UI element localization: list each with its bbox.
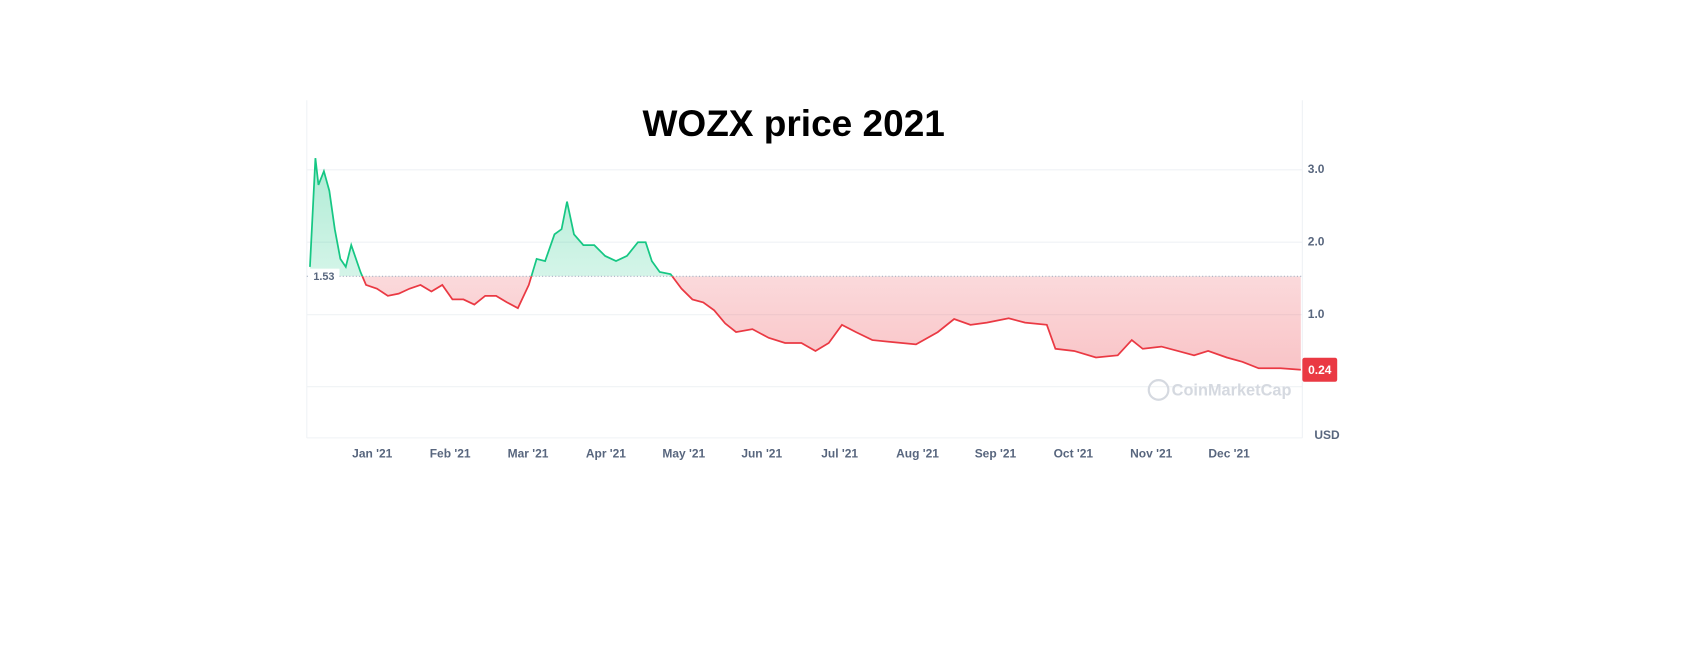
x-tick-label: Oct '21 xyxy=(1054,446,1094,460)
watermark: CoinMarketCap xyxy=(1172,381,1292,399)
x-tick-label: Apr '21 xyxy=(586,446,626,460)
x-tick-label: Nov '21 xyxy=(1130,446,1172,460)
y-tick-label: 1.0 xyxy=(1308,307,1325,321)
y-tick-label: 3.0 xyxy=(1308,162,1325,176)
last-price-bg xyxy=(1302,357,1338,382)
baseline-label: 1.53 xyxy=(313,271,334,283)
x-tick-label: Mar '21 xyxy=(508,446,549,460)
x-tick-label: Feb '21 xyxy=(430,446,471,460)
x-tick-label: Sep '21 xyxy=(975,446,1017,460)
price-line-up xyxy=(309,158,674,277)
baseline-label-bg xyxy=(308,268,340,284)
x-tick-label: Jan '21 xyxy=(352,446,392,460)
area-up xyxy=(309,158,1301,277)
price-line-down xyxy=(361,276,1301,371)
y-tick-label: 2.0 xyxy=(1308,234,1325,248)
area-down xyxy=(362,276,1301,370)
x-tick-label: May '21 xyxy=(662,446,705,460)
chart-title: WOZX price 2021 xyxy=(642,102,944,144)
last-price-label: 0.24 xyxy=(1308,363,1332,377)
x-tick-label: Jun '21 xyxy=(741,446,782,460)
x-tick-label: Aug '21 xyxy=(896,446,939,460)
x-tick-label: Dec '21 xyxy=(1208,446,1250,460)
x-tick-label: Jul '21 xyxy=(821,446,858,460)
currency-label: USD xyxy=(1314,428,1340,442)
watermark-logo xyxy=(1147,379,1170,401)
